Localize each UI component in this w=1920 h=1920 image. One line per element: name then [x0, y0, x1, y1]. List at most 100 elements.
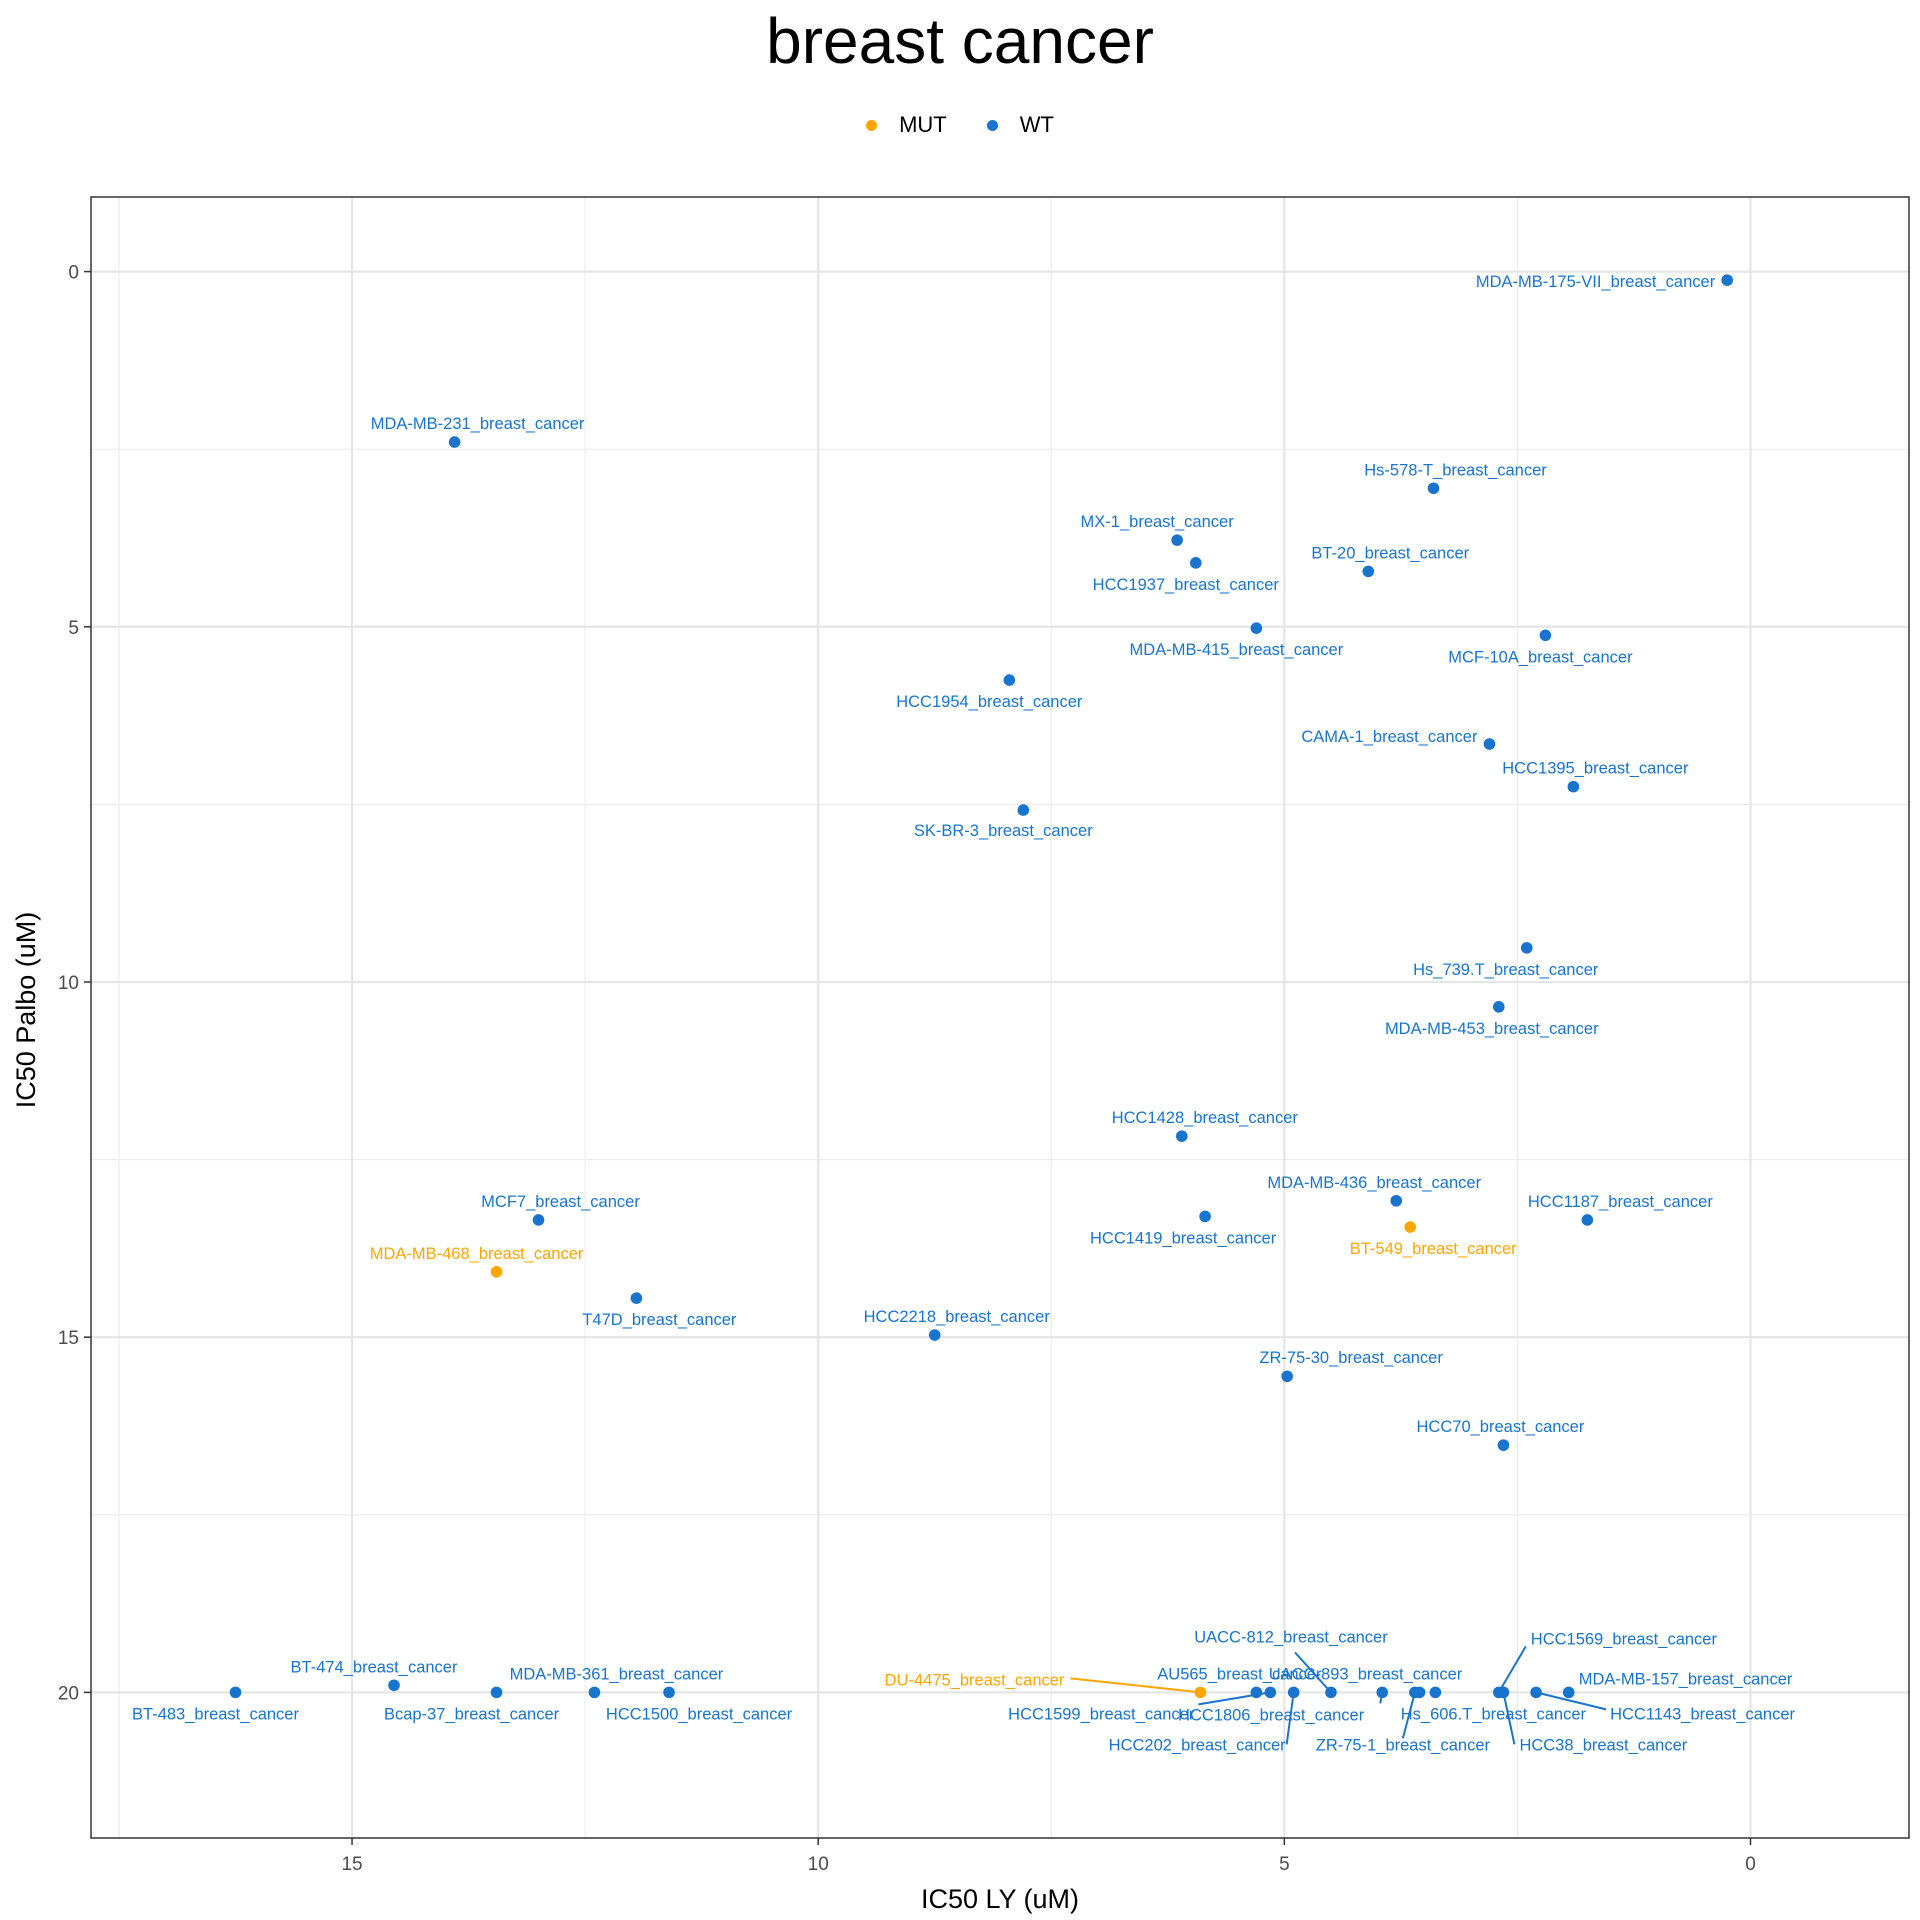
point-label: Bcap-37_breast_cancer — [384, 1705, 560, 1723]
point-label: HCC70_breast_cancer — [1417, 1418, 1585, 1436]
point-label: HCC38_breast_cancer — [1519, 1736, 1687, 1754]
point-label: MDA-MB-231_breast_cancer — [371, 415, 585, 433]
label-leader-line — [1070, 1677, 1201, 1694]
x-tick-label: 10 — [808, 1854, 829, 1875]
label-leader-line — [1535, 1691, 1607, 1711]
data-point — [229, 1686, 242, 1699]
point-label: HCC1143_breast_cancer — [1610, 1705, 1795, 1723]
y-tick-label: 20 — [58, 1683, 79, 1704]
point-label: Hs_606.T_breast_cancer — [1401, 1705, 1587, 1723]
y-tick-label: 0 — [68, 263, 79, 284]
legend-label-mut: MUT — [899, 112, 947, 137]
point-label: SK-BR-3_breast_cancer — [914, 822, 1093, 840]
point-label: BT-20_breast_cancer — [1311, 544, 1469, 562]
point-label: UACC-812_breast_cancer — [1194, 1628, 1388, 1646]
point-label: MDA-MB-361_breast_cancer — [510, 1665, 724, 1683]
data-point — [1567, 780, 1580, 793]
point-label: DU-4475_breast_cancer — [885, 1671, 1065, 1689]
legend: MUT WT — [0, 112, 1920, 138]
data-point — [1497, 1439, 1510, 1451]
data-point — [1413, 1686, 1426, 1699]
point-labels: MDA-MB-175-VII_breast_cancer MDA-MB-231_b… — [132, 273, 1796, 1754]
point-label: HCC1599_breast_cancer — [1008, 1705, 1195, 1723]
chart-title: breast cancer — [766, 5, 1154, 77]
label-leader-line — [1401, 1692, 1416, 1739]
point-label: MDA-MB-468_breast_cancer — [370, 1245, 584, 1263]
point-label: ZR-75-1_breast_cancer — [1316, 1736, 1491, 1754]
label-leader-line — [1497, 1645, 1527, 1693]
point-label: Hs_739.T_breast_cancer — [1413, 961, 1599, 979]
point-label: UACC-893_breast_cancer — [1269, 1665, 1463, 1683]
data-point — [1520, 942, 1533, 954]
data-point — [1250, 1686, 1263, 1699]
point-label: MCF7_breast_cancer — [481, 1193, 640, 1211]
x-tick-label: 5 — [1279, 1854, 1290, 1875]
data-point — [1492, 1001, 1505, 1013]
point-label: HCC1428_breast_cancer — [1112, 1109, 1299, 1127]
point-label: HCC1419_breast_cancer — [1090, 1229, 1277, 1247]
point-label: HCC1954_breast_cancer — [896, 693, 1083, 711]
point-label: CAMA-1_breast_cancer — [1301, 728, 1478, 746]
data-point — [490, 1686, 503, 1699]
y-tick-label: 10 — [58, 973, 79, 994]
data-point — [928, 1329, 941, 1341]
data-point — [1483, 738, 1496, 750]
legend-label-wt: WT — [1019, 112, 1054, 137]
data-point — [1003, 674, 1016, 686]
data-point — [1404, 1221, 1417, 1233]
point-label: MCF-10A_breast_cancer — [1448, 648, 1633, 666]
data-point — [1581, 1214, 1594, 1226]
data-point — [1199, 1210, 1211, 1223]
y-tick-label: 5 — [68, 618, 79, 639]
label-leader-line — [1198, 1691, 1271, 1706]
point-label: HCC1569_breast_cancer — [1531, 1630, 1718, 1648]
point-label: MDA-MB-436_breast_cancer — [1267, 1174, 1481, 1192]
data-point — [448, 436, 461, 448]
data-point — [490, 1266, 503, 1278]
axes: 15 10 5 0 0 5 10 15 20 — [58, 196, 1910, 1875]
point-label: HCC1395_breast_cancer — [1502, 760, 1689, 778]
point-label: MDA-MB-453_breast_cancer — [1385, 1020, 1599, 1038]
data-point — [630, 1292, 643, 1304]
legend-item-mut: MUT — [866, 112, 947, 138]
label-leader-line — [1502, 1692, 1516, 1745]
data-point — [1390, 1194, 1403, 1207]
point-label: BT-474_breast_cancer — [291, 1658, 458, 1676]
point-label: HCC2218_breast_cancer — [864, 1308, 1051, 1326]
point-label: MDA-MB-415_breast_cancer — [1130, 641, 1344, 659]
data-point — [532, 1214, 545, 1226]
data-point — [1176, 1130, 1188, 1142]
plot-panel-border — [90, 196, 1910, 1839]
label-leader-line — [1379, 1692, 1384, 1704]
point-label: HCC202_breast_cancer — [1109, 1736, 1287, 1754]
label-leader-line — [1294, 1651, 1332, 1694]
data-point — [663, 1686, 675, 1699]
point-label: ZR-75-30_breast_cancer — [1259, 1349, 1443, 1367]
legend-item-wt: WT — [986, 112, 1054, 138]
legend-key-wt — [986, 119, 998, 131]
point-label: MX-1_breast_cancer — [1081, 513, 1235, 531]
point-label: T47D_breast_cancer — [582, 1311, 737, 1329]
data-point — [1017, 804, 1030, 816]
x-axis-title: IC50 LY (uM) — [921, 1884, 1079, 1914]
x-tick-label: 15 — [341, 1854, 362, 1875]
point-label: HCC1806_breast_cancer — [1178, 1706, 1365, 1724]
point-label: HCC1500_breast_cancer — [606, 1705, 793, 1723]
point-label: MDA-MB-175-VII_breast_cancer — [1476, 273, 1716, 291]
data-point — [1362, 565, 1375, 578]
point-label: MDA-MB-157_breast_cancer — [1579, 1670, 1793, 1688]
data-point — [1429, 1686, 1442, 1699]
data-point — [1562, 1686, 1575, 1699]
data-point — [388, 1679, 400, 1692]
grid — [91, 197, 1909, 1838]
point-label: Hs-578-T_breast_cancer — [1364, 461, 1547, 479]
y-axis-title: IC50 Palbo (uM) — [11, 912, 41, 1109]
data-point — [1721, 274, 1733, 286]
data-points — [229, 274, 1733, 1699]
y-tick-label: 15 — [58, 1328, 79, 1349]
point-label: BT-483_breast_cancer — [132, 1705, 299, 1723]
point-label: HCC1937_breast_cancer — [1093, 576, 1280, 594]
data-point — [1281, 1370, 1293, 1383]
point-label: BT-549_breast_cancer — [1350, 1240, 1517, 1258]
